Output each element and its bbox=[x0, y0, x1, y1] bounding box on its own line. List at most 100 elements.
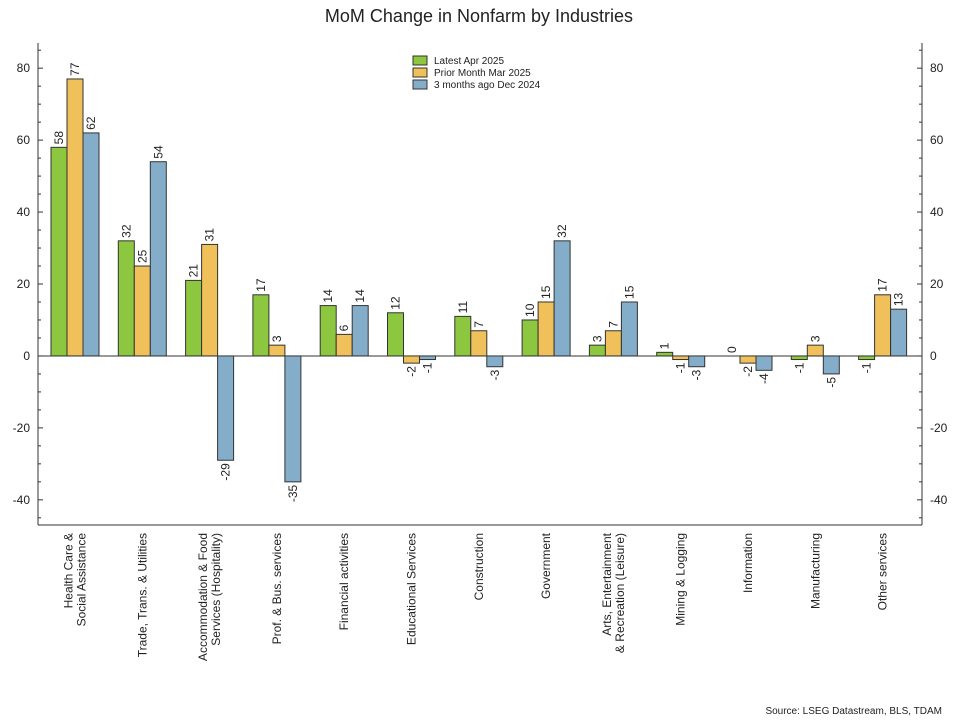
data-label: 0 bbox=[725, 346, 739, 353]
legend-swatch bbox=[412, 67, 428, 78]
category-label: Prof. & Bus. services bbox=[270, 533, 284, 644]
data-label: 15 bbox=[622, 285, 636, 299]
y-tick-label-left: 40 bbox=[17, 205, 31, 219]
data-label: 32 bbox=[555, 224, 569, 238]
y-tick-label-right: -40 bbox=[930, 493, 948, 507]
bar bbox=[50, 146, 68, 357]
y-tick-label-right: 20 bbox=[930, 277, 944, 291]
bar bbox=[537, 301, 555, 357]
bar bbox=[739, 355, 757, 364]
y-tick-label-right: 40 bbox=[930, 205, 944, 219]
legend-label: Latest Apr 2025 bbox=[434, 56, 504, 67]
bar bbox=[217, 355, 235, 461]
category-label: Services (Hospitality) bbox=[209, 533, 223, 646]
bar bbox=[672, 355, 690, 361]
data-label: 12 bbox=[389, 296, 403, 310]
bar bbox=[351, 305, 369, 357]
data-label: -3 bbox=[488, 369, 502, 380]
bar bbox=[890, 308, 908, 357]
data-label: 1 bbox=[658, 342, 672, 349]
bar bbox=[620, 301, 638, 357]
y-tick-label-right: 80 bbox=[930, 61, 944, 75]
data-label: 14 bbox=[321, 289, 335, 303]
bar bbox=[874, 294, 892, 357]
legend-swatch bbox=[412, 55, 428, 66]
category-label: Other services bbox=[876, 533, 890, 610]
bar bbox=[319, 305, 337, 357]
legend-swatch bbox=[412, 79, 428, 90]
y-tick-label-left: -40 bbox=[13, 493, 31, 507]
bar bbox=[268, 344, 286, 357]
data-label: -5 bbox=[824, 377, 838, 388]
bar bbox=[419, 355, 436, 361]
data-label: -1 bbox=[421, 362, 435, 373]
data-label: 3 bbox=[590, 335, 604, 342]
data-label: 3 bbox=[808, 335, 822, 342]
category-label: Financial activities bbox=[337, 533, 351, 630]
bar bbox=[117, 240, 135, 357]
bar bbox=[252, 294, 270, 357]
bar bbox=[688, 355, 706, 368]
data-label: -29 bbox=[219, 463, 233, 481]
data-label: 6 bbox=[337, 324, 351, 331]
data-label: 62 bbox=[84, 116, 98, 130]
bar bbox=[822, 355, 840, 375]
category-label: Accommodation & Food bbox=[196, 533, 210, 661]
bar bbox=[82, 132, 100, 357]
data-label: 7 bbox=[472, 321, 486, 328]
data-label: 14 bbox=[353, 289, 367, 303]
bar bbox=[454, 315, 472, 357]
y-tick-label-left: 20 bbox=[17, 277, 31, 291]
bar bbox=[790, 355, 808, 361]
y-tick-label-right: -20 bbox=[930, 421, 948, 435]
data-label: 21 bbox=[187, 264, 201, 278]
bar bbox=[335, 333, 353, 357]
y-tick-label-right: 0 bbox=[930, 349, 937, 363]
category-label: Construction bbox=[472, 533, 486, 600]
data-label: 25 bbox=[135, 249, 149, 263]
data-label: -3 bbox=[690, 369, 704, 380]
category-labels: Health Care & Social Assistance Trade, Tra… bbox=[62, 532, 890, 661]
bar bbox=[604, 330, 622, 357]
data-label: -1 bbox=[674, 362, 688, 373]
y-tick-label-left: 60 bbox=[17, 133, 31, 147]
category-label: Government bbox=[539, 532, 553, 599]
category-label: & Recreation (Leisure) bbox=[613, 533, 627, 653]
data-label: 31 bbox=[203, 228, 217, 242]
category-label: Mining & Logging bbox=[674, 533, 688, 626]
data-label: 54 bbox=[151, 145, 165, 159]
source-note: Source: LSEG Datastream, BLS, TDAM bbox=[765, 706, 942, 717]
bar bbox=[486, 355, 504, 368]
data-label: 11 bbox=[456, 301, 470, 314]
bar bbox=[656, 351, 674, 357]
data-label: -1 bbox=[860, 362, 874, 373]
category-label: Trade, Trans. & Utilities bbox=[135, 533, 149, 657]
bar bbox=[149, 161, 167, 357]
bars bbox=[50, 78, 908, 483]
bar bbox=[553, 240, 571, 357]
data-label: 13 bbox=[892, 293, 906, 307]
y-tick-label-left: 0 bbox=[23, 349, 30, 363]
data-label: -1 bbox=[792, 362, 806, 373]
data-label: -2 bbox=[741, 366, 755, 377]
y-tick-label-left: 80 bbox=[17, 61, 31, 75]
y-tick-label-right: 60 bbox=[930, 133, 944, 147]
category-label: Information bbox=[741, 533, 755, 593]
data-label: -4 bbox=[757, 373, 771, 384]
chart-title: MoM Change in Nonfarm by Industries bbox=[325, 6, 633, 26]
data-label: 17 bbox=[254, 278, 268, 292]
data-label: 17 bbox=[876, 278, 890, 292]
bar bbox=[470, 330, 488, 357]
data-label: 7 bbox=[606, 321, 620, 328]
data-label: 10 bbox=[523, 303, 537, 317]
bar bbox=[755, 355, 773, 371]
data-label: -35 bbox=[286, 485, 300, 503]
category-label: Educational Services bbox=[405, 533, 419, 645]
category-label: Manufacturing bbox=[808, 533, 822, 609]
category-label: Health Care & bbox=[62, 533, 76, 608]
bar bbox=[403, 355, 420, 364]
bar bbox=[588, 344, 606, 357]
